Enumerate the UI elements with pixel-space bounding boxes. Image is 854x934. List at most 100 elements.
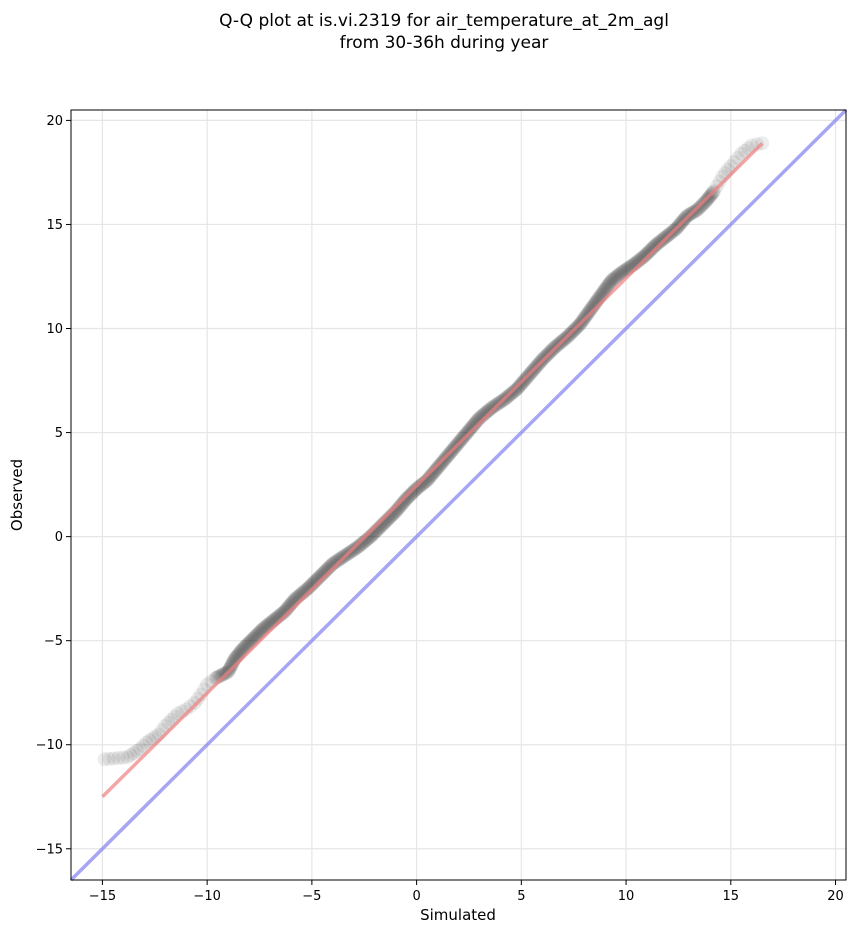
quantile-point-299	[466, 418, 481, 433]
quantile-point-490	[650, 236, 665, 251]
quantile-point-457	[616, 264, 631, 279]
x-tick-label-2: −5	[302, 889, 321, 904]
quantile-point-448	[606, 271, 621, 286]
quantile-point-259	[431, 459, 446, 474]
quantile-point-228	[401, 489, 416, 504]
quantile-point-3	[111, 751, 126, 766]
quantile-point-440	[599, 280, 614, 295]
quantile-point-252	[425, 467, 440, 482]
fit-line	[101, 142, 764, 799]
quantile-point-257	[429, 461, 444, 476]
quantile-point-447	[605, 272, 620, 287]
quantile-point-26	[190, 691, 205, 706]
quantile-point-254	[427, 465, 442, 480]
quantile-points-layer	[97, 136, 770, 767]
y-tick-label-6: 15	[46, 218, 63, 233]
quantile-point-452	[610, 268, 625, 283]
x-tick-label-7: 20	[827, 889, 844, 904]
quantile-point-486	[646, 240, 661, 255]
quantile-point-549	[712, 174, 727, 189]
quantile-point-494	[654, 233, 669, 248]
quantile-point-343	[511, 379, 526, 394]
quantile-point-292	[460, 425, 475, 440]
quantile-point-485	[645, 241, 660, 256]
y-axis-label: Observed	[8, 459, 26, 531]
quantile-point-301	[468, 416, 483, 431]
x-tick-label-0: −15	[89, 889, 116, 904]
quantile-point-482	[642, 243, 657, 258]
quantile-point-297	[464, 420, 479, 435]
quantile-point-242	[415, 476, 430, 491]
quantile-point-223	[397, 494, 412, 509]
quantile-point-177	[353, 538, 368, 553]
quantile-point-450	[608, 270, 623, 285]
quantile-point-477	[637, 248, 652, 263]
quantile-point-443	[601, 277, 616, 292]
quantile-point-219	[393, 498, 408, 513]
quantile-point-159	[332, 552, 347, 567]
quantile-point-454	[612, 266, 627, 281]
quantile-point-234	[407, 483, 422, 498]
quantile-point-340	[509, 382, 524, 397]
quantile-point-478	[638, 247, 653, 262]
quantile-point-295	[462, 422, 477, 437]
quantile-point-255	[427, 464, 442, 479]
quantile-point-176	[352, 539, 367, 554]
quantile-point-158	[331, 552, 346, 567]
quantile-point-225	[399, 492, 414, 507]
x-tick-label-5: 10	[618, 889, 635, 904]
y-tick-label-0: −15	[36, 842, 63, 857]
x-tick-label-6: 15	[723, 889, 740, 904]
quantile-point-487	[647, 239, 662, 254]
x-tick-label-3: 0	[412, 889, 420, 904]
quantile-point-260	[432, 458, 447, 473]
y-tick-label-2: −5	[44, 634, 63, 649]
quantile-point-8	[129, 743, 144, 758]
quantile-point-45	[223, 659, 238, 674]
quantile-point-6	[123, 748, 138, 763]
quantile-point-46	[224, 658, 239, 673]
quantile-point-218	[393, 499, 408, 514]
quantile-point-418	[581, 305, 596, 320]
y-tick-label-3: 0	[55, 530, 63, 545]
quantile-point-226	[400, 491, 415, 506]
quantile-point-36	[214, 668, 229, 683]
quantile-point-420	[583, 302, 598, 317]
quantile-point-560	[749, 137, 764, 152]
quantile-point-5	[120, 750, 135, 765]
quantile-point-24	[183, 699, 198, 714]
quantile-point-557	[737, 143, 752, 158]
y-tick-label-4: 5	[55, 426, 63, 441]
quantile-point-174	[349, 540, 364, 555]
quantile-point-175	[350, 540, 365, 555]
quantile-point-480	[640, 245, 655, 260]
quantile-point-239	[412, 479, 427, 494]
quantile-point-173	[348, 541, 363, 556]
quantile-point-320	[487, 399, 502, 414]
quantile-point-227	[401, 490, 416, 505]
quantile-point-35	[213, 668, 228, 683]
quantile-point-2	[106, 751, 121, 766]
quantile-point-12	[142, 733, 157, 748]
quantile-point-455	[613, 266, 628, 281]
quantile-point-492	[652, 234, 667, 249]
quantile-point-422	[585, 300, 600, 315]
quantile-point-294	[461, 423, 476, 438]
quantile-point-489	[649, 237, 664, 252]
quantile-point-220	[394, 497, 409, 512]
chart-title-line-1: Q-Q plot at is.vi.2319 for air_temperatu…	[219, 11, 669, 31]
quantile-point-442	[601, 278, 616, 293]
quantile-point-475	[635, 250, 650, 265]
quantile-point-312	[478, 405, 493, 420]
quantile-point-9	[133, 741, 148, 756]
fit-line-layer	[101, 142, 764, 799]
quantile-point-341	[510, 381, 525, 396]
quantile-point-261	[433, 457, 448, 472]
quantile-point-439	[598, 281, 613, 296]
quantile-point-444	[602, 275, 617, 290]
quantile-point-290	[458, 427, 473, 442]
quantile-point-1	[102, 751, 117, 766]
quantile-point-488	[648, 238, 663, 253]
